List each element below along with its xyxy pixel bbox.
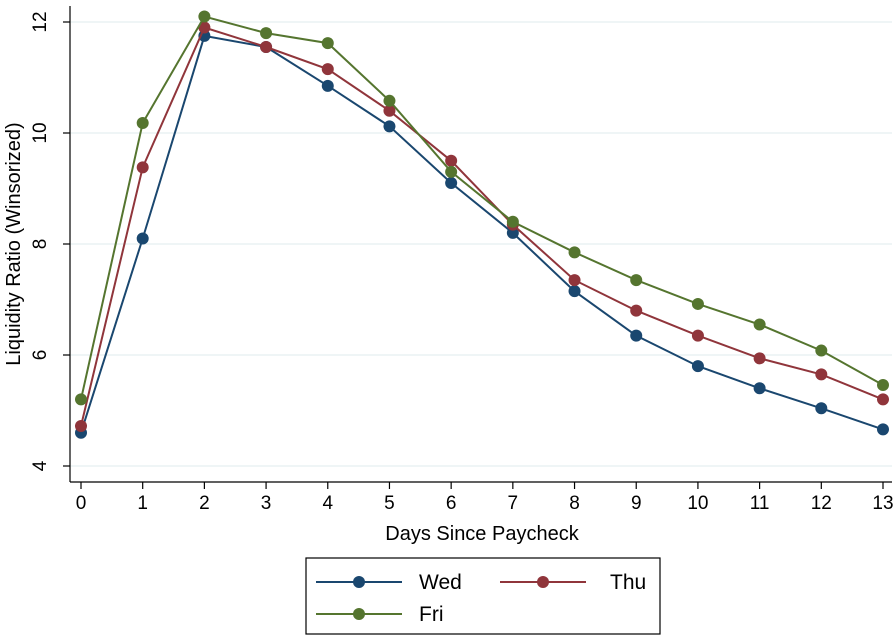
x-tick-label-3: 3 xyxy=(261,493,272,514)
point-wed-8 xyxy=(568,285,581,298)
x-axis-title: Days Since Paycheck xyxy=(385,523,579,545)
legend-box xyxy=(305,557,661,635)
point-wed-11 xyxy=(753,382,766,395)
point-fri-7 xyxy=(506,215,519,228)
point-fri-1 xyxy=(136,117,149,130)
point-thu-12 xyxy=(815,368,828,381)
point-fri-4 xyxy=(321,37,334,50)
x-tick-label-10: 10 xyxy=(687,493,708,514)
point-wed-9 xyxy=(630,329,643,342)
series-line-fri xyxy=(80,15,884,400)
legend-marker-fri xyxy=(353,608,365,620)
point-fri-0 xyxy=(75,393,87,406)
x-tick-label-1: 1 xyxy=(137,493,148,514)
series-wed xyxy=(75,29,889,439)
point-wed-10 xyxy=(691,360,704,373)
point-wed-12 xyxy=(815,402,828,415)
point-fri-3 xyxy=(260,27,273,40)
series-line-thu xyxy=(80,26,884,427)
x-tick-label-6: 6 xyxy=(446,493,457,514)
gridlines xyxy=(70,21,892,467)
series-thu xyxy=(75,21,889,433)
series-group xyxy=(75,10,889,439)
point-fri-12 xyxy=(815,344,828,357)
point-wed-4 xyxy=(321,79,334,92)
x-axis-ticks: 0 1 2 3 4 5 6 7 8 9 10 11 12 13 xyxy=(76,482,894,514)
y-tick-label-4: 4 xyxy=(30,460,51,471)
point-fri-6 xyxy=(445,165,458,178)
point-fri-10 xyxy=(691,297,704,310)
point-fri-9 xyxy=(630,274,643,287)
point-thu-6 xyxy=(445,154,458,167)
point-thu-8 xyxy=(568,274,581,287)
legend-label-wed: Wed xyxy=(419,571,462,594)
y-tick-label-6: 6 xyxy=(30,350,51,361)
point-thu-4 xyxy=(321,63,334,76)
point-fri-11 xyxy=(753,318,766,331)
x-tick-label-9: 9 xyxy=(631,493,642,514)
y-tick-label-8: 8 xyxy=(30,239,51,250)
x-tick-label-0: 0 xyxy=(76,493,87,514)
point-wed-7 xyxy=(506,226,519,239)
y-tick-label-12: 12 xyxy=(30,11,51,32)
point-thu-3 xyxy=(260,40,273,53)
point-thu-13 xyxy=(877,393,889,406)
legend-marker-wed xyxy=(353,576,365,588)
point-wed-5 xyxy=(383,120,396,133)
point-wed-6 xyxy=(445,176,458,189)
point-fri-13 xyxy=(877,378,889,391)
point-thu-0 xyxy=(75,420,87,433)
point-fri-8 xyxy=(568,246,581,259)
x-tick-label-2: 2 xyxy=(199,493,210,514)
legend-marker-thu xyxy=(537,576,549,588)
point-thu-1 xyxy=(136,161,149,174)
point-thu-10 xyxy=(691,329,704,342)
point-thu-5 xyxy=(383,104,396,117)
series-line-wed xyxy=(80,34,884,434)
y-axis-title: Liquidity Ratio (Winsorized) xyxy=(3,122,25,365)
x-tick-label-8: 8 xyxy=(569,493,580,514)
legend-label-fri: Fri xyxy=(419,603,444,626)
legend-label-thu: Thu xyxy=(610,571,646,594)
point-thu-9 xyxy=(630,304,643,317)
series-fri xyxy=(75,10,889,406)
point-wed-13 xyxy=(877,423,889,436)
point-thu-2 xyxy=(198,21,211,34)
y-tick-label-10: 10 xyxy=(30,122,51,143)
x-tick-label-4: 4 xyxy=(322,493,333,514)
y-axis-ticks: 4 6 8 10 12 xyxy=(30,11,70,471)
x-tick-label-5: 5 xyxy=(384,493,395,514)
x-tick-label-12: 12 xyxy=(811,493,832,514)
x-tick-label-13: 13 xyxy=(872,493,893,514)
point-fri-2 xyxy=(198,10,211,23)
point-fri-5 xyxy=(383,94,396,107)
x-tick-label-7: 7 xyxy=(508,493,519,514)
point-thu-11 xyxy=(753,352,766,365)
x-tick-label-11: 11 xyxy=(750,493,770,514)
legend: Wed Thu Fri xyxy=(305,557,661,635)
point-wed-1 xyxy=(136,232,149,245)
